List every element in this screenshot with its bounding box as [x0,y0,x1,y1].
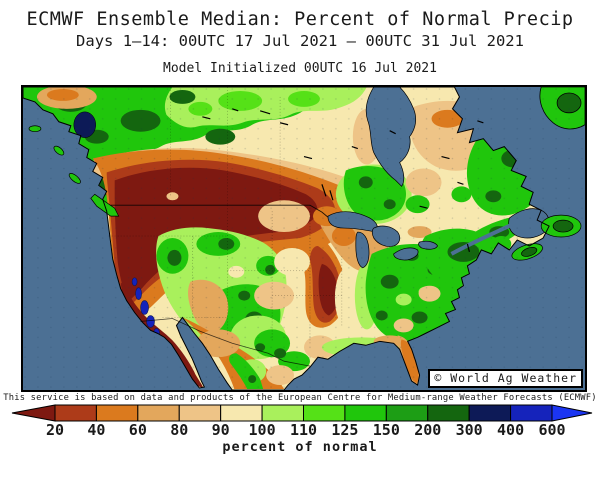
colorbar-segment [510,404,553,422]
colorbar-segment [54,404,97,422]
colorbar-segment [344,404,387,422]
colorbar-tick: 200 [414,421,442,439]
colorbar-segment [303,404,346,422]
colorbar-tick: 40 [87,421,106,439]
north-america-precip-map: © World Ag Weather [21,85,587,392]
colorbar-segment [220,404,263,422]
valid-period-subtitle: Days 1–14: 00UTC 17 Jul 2021 – 00UTC 31 … [76,32,524,50]
colorbar-caption: percent of normal [222,439,378,455]
colorbar-tick: 80 [170,421,189,439]
colorbar-segment [137,404,180,422]
colorbar-tick: 400 [497,421,525,439]
model-init-line: Model Initialized 00UTC 16 Jul 2021 [163,61,437,76]
colorbar-tick: 125 [331,421,359,439]
colorbar-segment [427,404,470,422]
colorbar-tick: 110 [289,421,318,439]
map-canvas [23,87,585,390]
colorbar-tick: 60 [128,421,147,439]
colorbar-tick-labels: 20 40 60 80 90 100 110 125 150 200 300 400 600 [0,421,600,439]
page-title: ECMWF Ensemble Median: Percent of Normal… [26,9,574,30]
colorbar-tick: 300 [455,421,483,439]
colorbar-tick: 150 [372,421,400,439]
colorbar-tick: 90 [211,421,230,439]
watermark: © World Ag Weather [428,369,583,388]
colorbar-segment [551,404,593,422]
colorbar-segment [178,404,222,422]
graticule-dots [23,87,585,390]
colorbar-tick: 20 [45,421,65,439]
colorbar-segment [261,404,305,422]
colorbar-tick: 600 [538,421,566,439]
colorbar-segment [385,404,429,422]
colorbar-segment [95,404,139,422]
colorbar [11,404,593,422]
colorbar-segment [468,404,512,422]
disclaimer-text: This service is based on data and produc… [3,393,597,403]
colorbar-tick: 100 [248,421,276,439]
colorbar-segment [11,404,56,422]
